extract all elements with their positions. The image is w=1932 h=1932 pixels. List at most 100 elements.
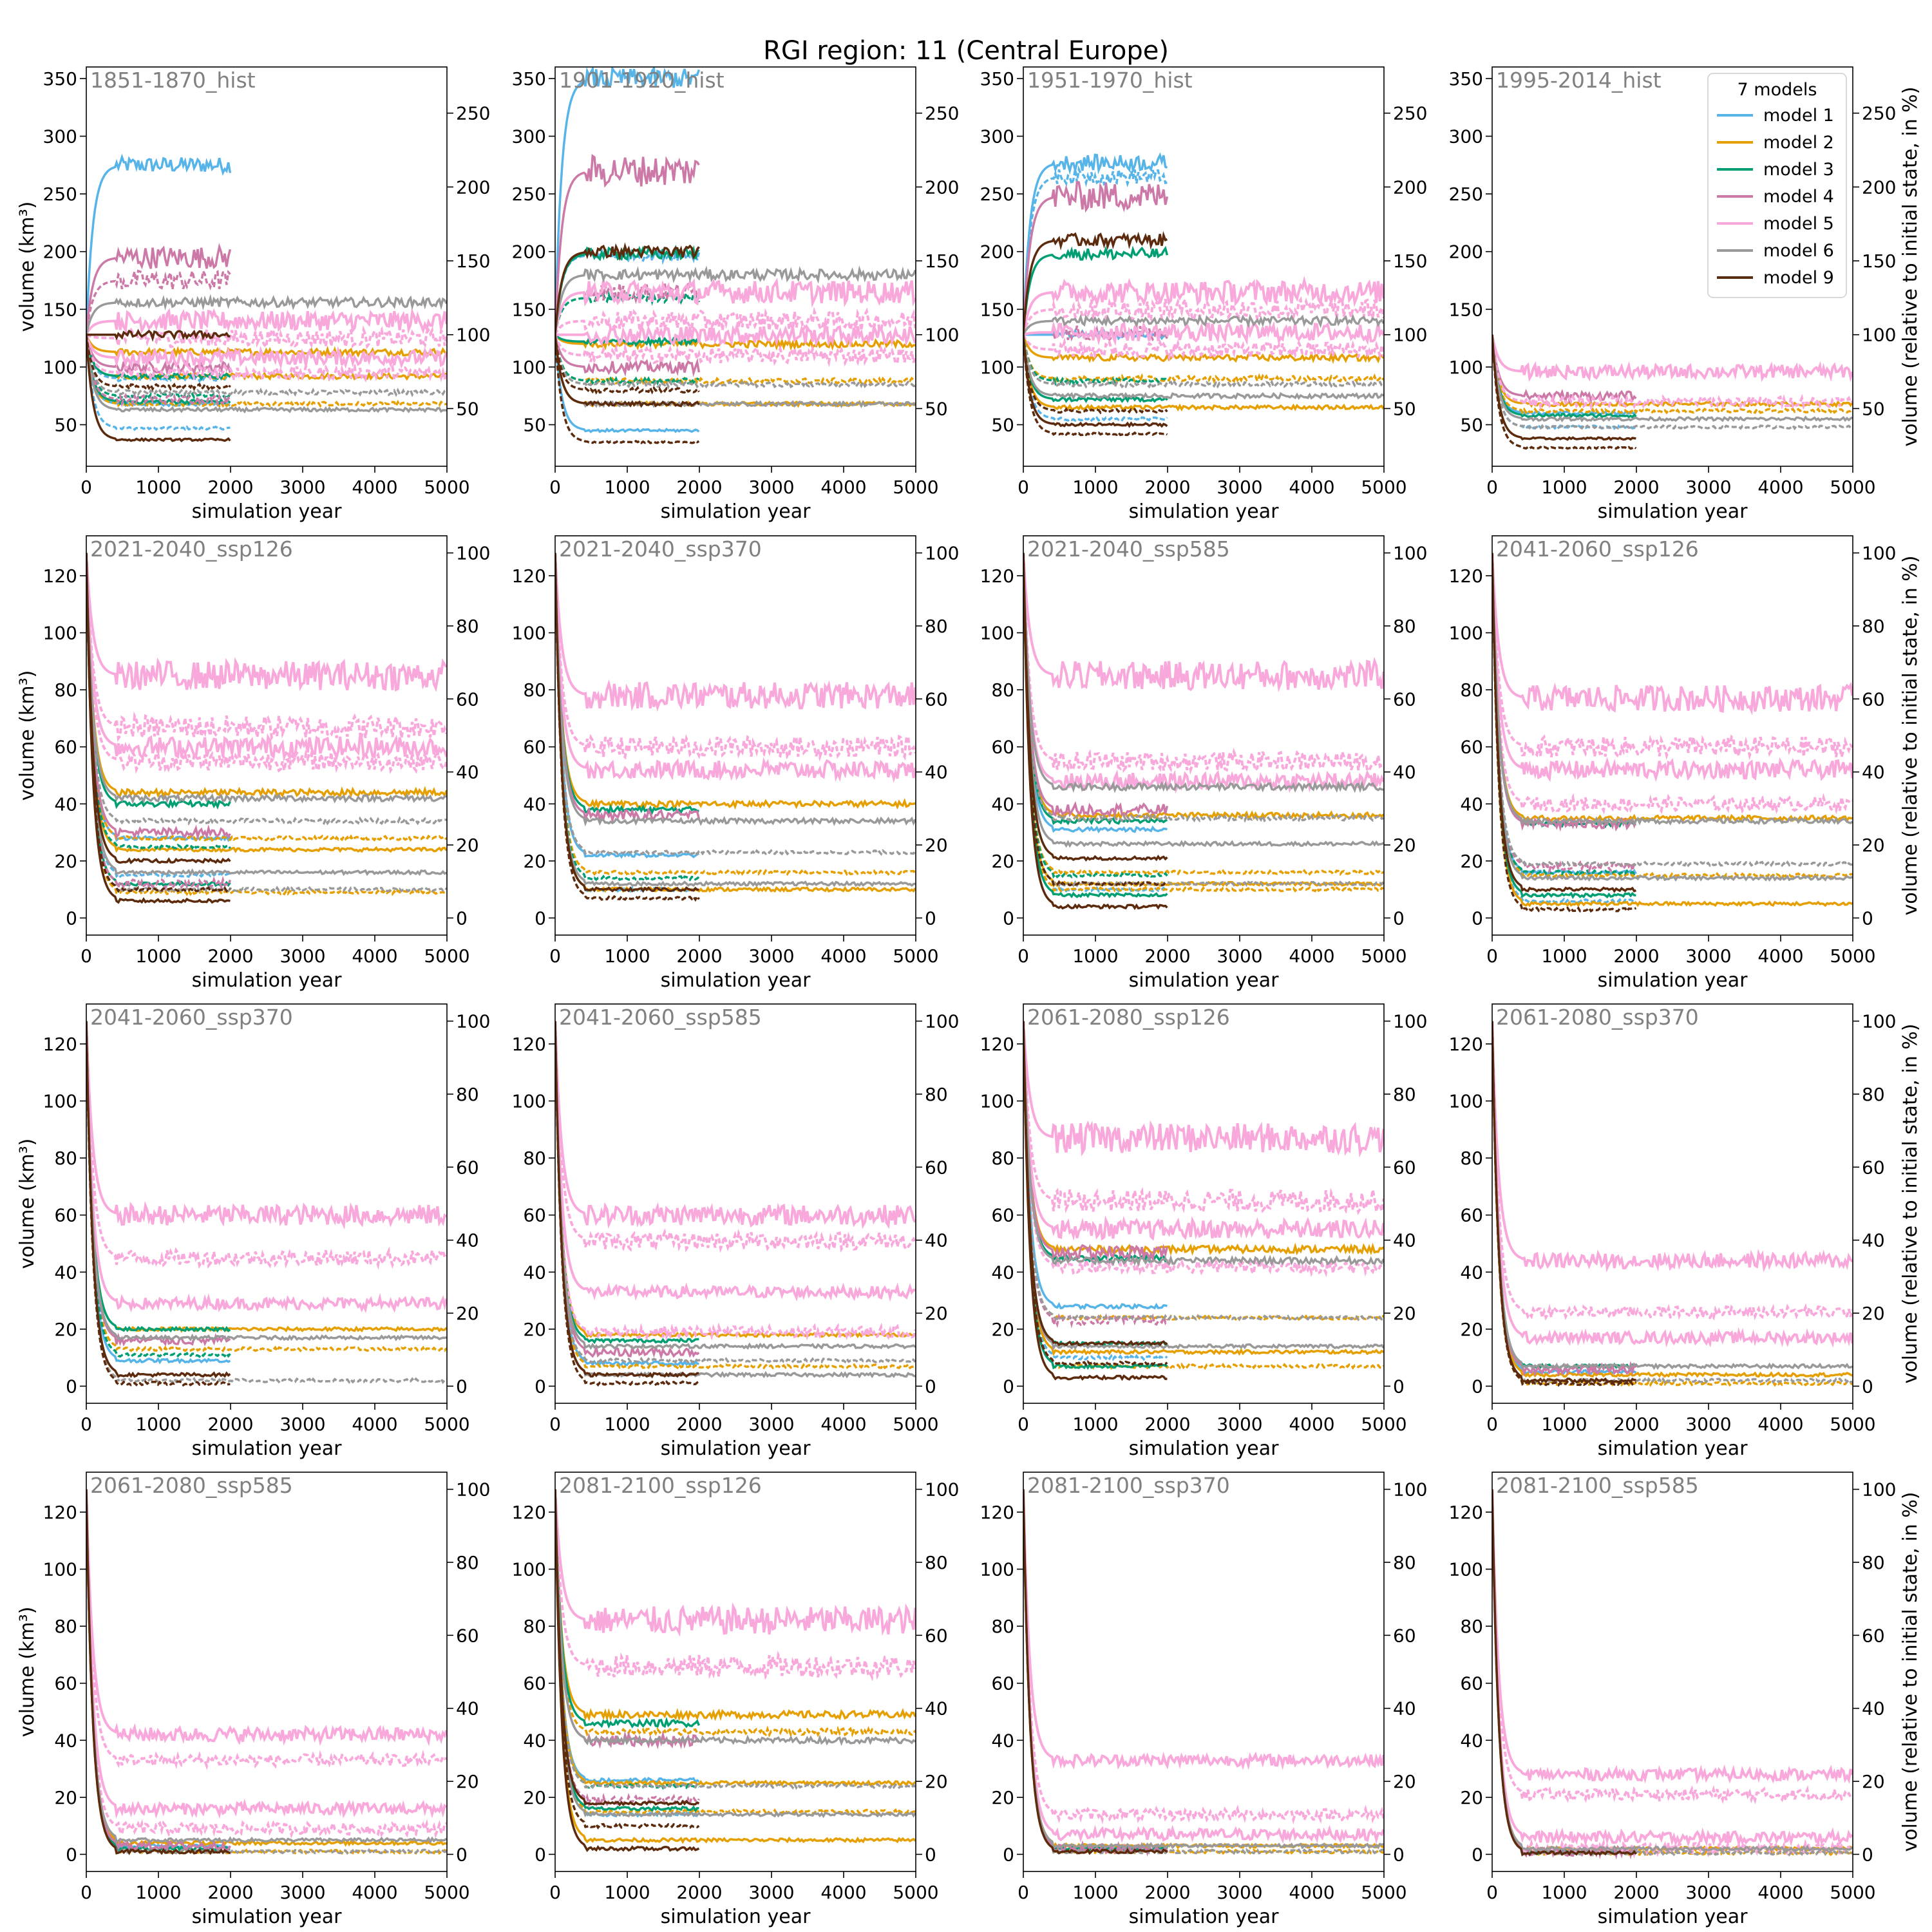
- y-right-tick-label: 150: [1862, 251, 1896, 272]
- series-model-5: [1492, 1489, 1853, 1859]
- x-tick-label: 5000: [424, 945, 469, 967]
- y-right-tick-label: 80: [456, 1552, 479, 1573]
- series-model-5: [555, 278, 916, 368]
- y-tick-label: 20: [991, 851, 1014, 872]
- y-right-tick-label: 20: [925, 1771, 948, 1792]
- series-model-3: [86, 553, 231, 887]
- series-line-model-5-2: [555, 553, 916, 783]
- x-tick-label: 5000: [1361, 477, 1406, 498]
- series-line-model-5-0: [1492, 1489, 1853, 1785]
- series-line-model-6-1: [555, 1021, 916, 1364]
- series-line-model-5-0: [555, 1489, 916, 1637]
- x-tick-label: 5000: [1361, 1414, 1406, 1435]
- x-axis-label: simulation year: [192, 1437, 343, 1460]
- series-line-model-9-2: [1023, 553, 1168, 911]
- series-line-model-6-0: [86, 553, 447, 804]
- series-line-model-4-0: [555, 1021, 700, 1360]
- plot-area: [555, 553, 916, 902]
- x-tick-label: 2000: [207, 1414, 253, 1435]
- y-tick-label: 120: [980, 565, 1014, 587]
- series-model-5: [1023, 1489, 1384, 1844]
- series-line-model-6-0: [1023, 314, 1384, 336]
- x-tick-label: 1000: [1072, 477, 1118, 498]
- x-tick-label: 0: [1018, 945, 1029, 967]
- x-tick-label: 2000: [676, 1882, 722, 1903]
- plot-area: [1023, 1489, 1384, 1857]
- y-right-tick-label: 0: [925, 1376, 936, 1397]
- series-line-model-6-0: [1492, 1489, 1853, 1853]
- series-model-5: [1492, 334, 1853, 412]
- series-line-model-3-2: [86, 334, 231, 406]
- series-line-model-6-1: [1492, 1021, 1853, 1385]
- series-line-model-9-0: [86, 328, 231, 342]
- series-line-model-2-0: [1023, 334, 1384, 365]
- y-tick-label: 0: [1472, 1376, 1483, 1397]
- series-line-model-5-1: [1023, 1489, 1384, 1825]
- y-tick-label: 100: [43, 1559, 77, 1580]
- x-tick-label: 5000: [424, 1414, 469, 1435]
- y-right-tick-label: 100: [1393, 1479, 1427, 1501]
- series-line-model-9-1: [555, 553, 700, 902]
- y-tick-label: 50: [1460, 414, 1483, 435]
- y-tick-label: 200: [512, 242, 546, 263]
- series-line-model-9-1: [555, 1489, 700, 1830]
- y-right-axis-label: volume (relative to initial state, in %): [1899, 1024, 1922, 1384]
- series-line-model-1-0: [86, 1489, 231, 1850]
- series-line-model-5-1: [86, 325, 447, 350]
- y-tick-label: 350: [43, 68, 77, 90]
- y-tick-label: 0: [535, 1844, 546, 1865]
- series-line-model-6-0: [86, 1489, 447, 1844]
- plot-area: [86, 553, 447, 904]
- series-line-model-5-1: [1492, 1489, 1853, 1804]
- y-right-tick-label: 150: [456, 251, 490, 272]
- series-model-9: [86, 553, 231, 904]
- axes-frame: [554, 535, 916, 936]
- y-tick-label: 80: [1460, 679, 1483, 701]
- legend-label: model 1: [1763, 106, 1834, 126]
- y-right-tick-label: 0: [1862, 1376, 1873, 1397]
- series-model-9: [86, 1489, 231, 1855]
- series-line-model-9-0: [1023, 1489, 1168, 1855]
- panel-title: 1851-1870_hist: [90, 68, 256, 93]
- x-tick-label: 4000: [352, 1882, 397, 1903]
- series-line-model-2-0: [1023, 1021, 1384, 1256]
- plot-area: [86, 153, 447, 442]
- series-line-model-2-1: [1023, 334, 1384, 384]
- y-tick-label: 350: [1449, 68, 1483, 90]
- panel-1951-1970_hist: 1951-1970_hist 0 1000 2000 3000 4000 5000 simul…: [980, 66, 1427, 523]
- panel-title: 2041-2060_ssp585: [559, 1005, 762, 1030]
- y-tick-label: 100: [980, 1559, 1014, 1580]
- panel-title: 2081-2100_ssp370: [1027, 1473, 1230, 1498]
- series-line-model-1-0: [86, 1021, 231, 1365]
- legend-label: model 6: [1763, 241, 1834, 261]
- series-line-model-6-2: [555, 1021, 916, 1379]
- series-line-model-5-2: [1492, 553, 1853, 782]
- series-line-model-2-0: [86, 553, 447, 799]
- series-line-model-6-1: [555, 553, 916, 857]
- series-model-3: [1023, 1489, 1168, 1853]
- series-line-model-5-0: [1023, 1489, 1384, 1770]
- series-model-5: [86, 307, 447, 383]
- legend-label: model 4: [1763, 187, 1834, 207]
- y-right-tick-label: 20: [925, 835, 948, 856]
- series-line-model-5-1: [86, 1021, 447, 1270]
- series-line-model-2-2: [555, 1489, 916, 1787]
- y-right-tick-label: 40: [456, 1230, 479, 1251]
- y-tick-label: 100: [980, 623, 1014, 644]
- y-right-axis-label: volume (relative to initial state, in %): [1899, 1492, 1922, 1852]
- y-tick-label: 120: [512, 1502, 546, 1523]
- series-line-model-6-0: [1023, 1489, 1384, 1850]
- series-line-model-5-2: [555, 321, 916, 348]
- y-right-tick-label: 80: [1862, 1552, 1885, 1573]
- series-line-model-1-0: [1492, 1021, 1637, 1376]
- series-line-model-2-2: [86, 553, 447, 853]
- series-line-model-1-1: [1023, 1021, 1168, 1361]
- plot-area: [1023, 553, 1384, 911]
- x-tick-label: 1000: [1541, 945, 1587, 967]
- series-model-5: [555, 553, 916, 783]
- series-line-model-5-1: [555, 553, 916, 762]
